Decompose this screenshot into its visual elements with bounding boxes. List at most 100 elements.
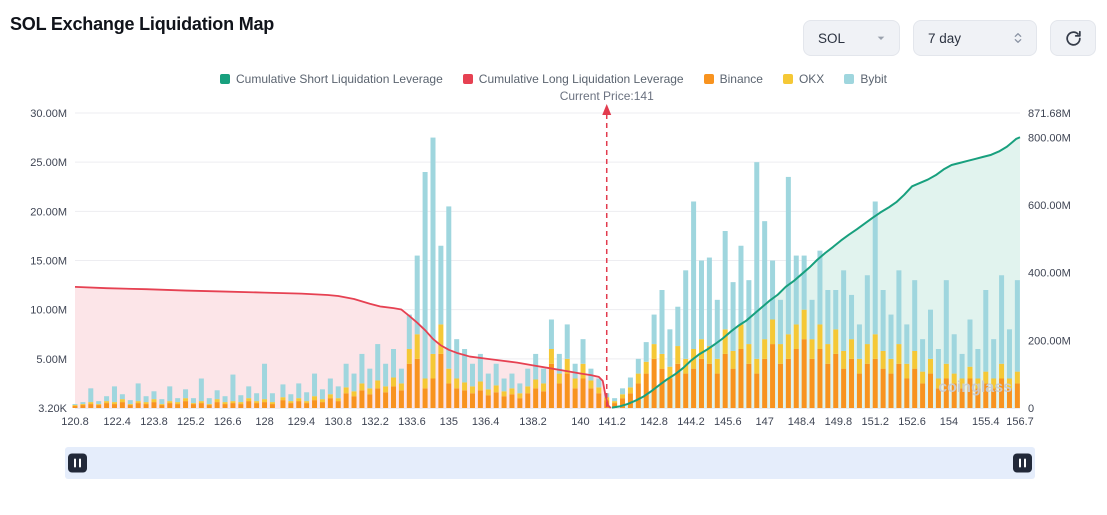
bar-okx[interactable] xyxy=(383,386,389,393)
bar-bybit[interactable] xyxy=(72,404,78,406)
bar-okx[interactable] xyxy=(280,397,286,401)
bar-bybit[interactable] xyxy=(351,373,357,392)
bar-bybit[interactable] xyxy=(406,314,412,349)
bar-okx[interactable] xyxy=(359,383,365,391)
bar-bybit[interactable] xyxy=(151,391,157,400)
bar-binance[interactable] xyxy=(746,363,752,408)
bar-binance[interactable] xyxy=(564,373,570,408)
bar-okx[interactable] xyxy=(398,383,404,391)
bar-okx[interactable] xyxy=(269,402,275,405)
bar-binance[interactable] xyxy=(509,394,515,408)
bar-okx[interactable] xyxy=(1014,371,1020,384)
bar-binance[interactable] xyxy=(446,383,452,408)
bar-bybit[interactable] xyxy=(596,378,602,388)
bar-binance[interactable] xyxy=(770,344,776,408)
bar-okx[interactable] xyxy=(135,401,141,404)
bar-binance[interactable] xyxy=(556,383,562,408)
bar-okx[interactable] xyxy=(746,344,752,364)
bar-bybit[interactable] xyxy=(246,386,252,399)
bar-okx[interactable] xyxy=(96,404,102,406)
bar-okx[interactable] xyxy=(722,329,728,354)
bar-binance[interactable] xyxy=(880,368,886,408)
bar-binance[interactable] xyxy=(351,396,357,408)
bar-binance[interactable] xyxy=(80,405,86,408)
bar-bybit[interactable] xyxy=(159,399,165,405)
bar-okx[interactable] xyxy=(143,402,149,405)
bar-okx[interactable] xyxy=(675,346,681,364)
bar-bybit[interactable] xyxy=(206,398,212,405)
bar-binance[interactable] xyxy=(430,378,436,409)
liquidation-map-chart[interactable]: 30.00M 25.00M 20.00M 15.00M 10.00M 5.00M 3.20K… xyxy=(0,88,1107,440)
bar-binance[interactable] xyxy=(230,403,236,408)
bar-binance[interactable] xyxy=(462,390,468,408)
bar-bybit[interactable] xyxy=(143,396,149,403)
bar-okx[interactable] xyxy=(920,371,926,384)
bar-binance[interactable] xyxy=(501,396,507,408)
bar-okx[interactable] xyxy=(888,358,894,374)
bar-okx[interactable] xyxy=(596,387,602,394)
bar-bybit[interactable] xyxy=(809,299,815,340)
bar-bybit[interactable] xyxy=(469,363,475,387)
bar-bybit[interactable] xyxy=(991,339,997,379)
bar-okx[interactable] xyxy=(175,402,181,405)
bar-okx[interactable] xyxy=(620,394,626,399)
bar-binance[interactable] xyxy=(841,368,847,408)
bar-bybit[interactable] xyxy=(477,353,483,382)
bar-binance[interactable] xyxy=(359,390,365,408)
bar-bybit[interactable] xyxy=(959,353,965,379)
bar-okx[interactable] xyxy=(462,382,468,391)
bar-okx[interactable] xyxy=(698,339,704,359)
bar-okx[interactable] xyxy=(119,399,125,403)
bar-okx[interactable] xyxy=(88,402,94,405)
bar-bybit[interactable] xyxy=(438,245,444,325)
bar-binance[interactable] xyxy=(198,403,204,408)
bar-binance[interactable] xyxy=(159,405,165,408)
bar-binance[interactable] xyxy=(304,403,310,408)
bar-bybit[interactable] xyxy=(214,390,220,400)
bar-bybit[interactable] xyxy=(509,373,515,389)
bar-binance[interactable] xyxy=(143,404,149,408)
bar-binance[interactable] xyxy=(612,403,618,408)
bar-binance[interactable] xyxy=(151,402,157,408)
bar-binance[interactable] xyxy=(96,405,102,408)
bar-bybit[interactable] xyxy=(296,383,302,399)
bar-bybit[interactable] xyxy=(167,386,173,402)
bar-okx[interactable] xyxy=(525,386,531,394)
bar-binance[interactable] xyxy=(762,358,768,408)
bar-binance[interactable] xyxy=(533,388,539,408)
slider-right-handle[interactable] xyxy=(1013,453,1032,473)
bar-binance[interactable] xyxy=(525,393,531,408)
bar-okx[interactable] xyxy=(975,378,981,389)
bar-bybit[interactable] xyxy=(754,162,760,359)
bar-binance[interactable] xyxy=(991,388,997,408)
bar-bybit[interactable] xyxy=(793,255,799,325)
bar-bybit[interactable] xyxy=(975,349,981,379)
bar-okx[interactable] xyxy=(935,378,941,389)
bar-bybit[interactable] xyxy=(762,221,768,340)
bar-binance[interactable] xyxy=(72,406,78,408)
bar-binance[interactable] xyxy=(398,390,404,408)
bar-okx[interactable] xyxy=(730,350,736,369)
bar-bybit[interactable] xyxy=(430,137,436,354)
bar-bybit[interactable] xyxy=(612,398,618,402)
bar-okx[interactable] xyxy=(951,373,957,384)
bar-binance[interactable] xyxy=(928,373,934,408)
bar-okx[interactable] xyxy=(517,393,523,399)
bar-binance[interactable] xyxy=(493,392,499,408)
bar-okx[interactable] xyxy=(254,401,260,404)
legend-item[interactable]: Bybit xyxy=(844,72,887,86)
bar-okx[interactable] xyxy=(556,373,562,384)
bar-binance[interactable] xyxy=(206,405,212,408)
bar-bybit[interactable] xyxy=(335,386,341,399)
bar-okx[interactable] xyxy=(777,344,783,364)
bar-binance[interactable] xyxy=(111,404,117,408)
bar-binance[interactable] xyxy=(817,349,823,408)
bar-okx[interactable] xyxy=(912,350,918,369)
bar-bybit[interactable] xyxy=(80,402,86,405)
bar-bybit[interactable] xyxy=(541,368,547,384)
bar-bybit[interactable] xyxy=(359,353,365,384)
bar-binance[interactable] xyxy=(335,401,341,408)
bar-okx[interactable] xyxy=(967,366,973,379)
bar-bybit[interactable] xyxy=(833,290,839,330)
bar-okx[interactable] xyxy=(238,402,244,405)
